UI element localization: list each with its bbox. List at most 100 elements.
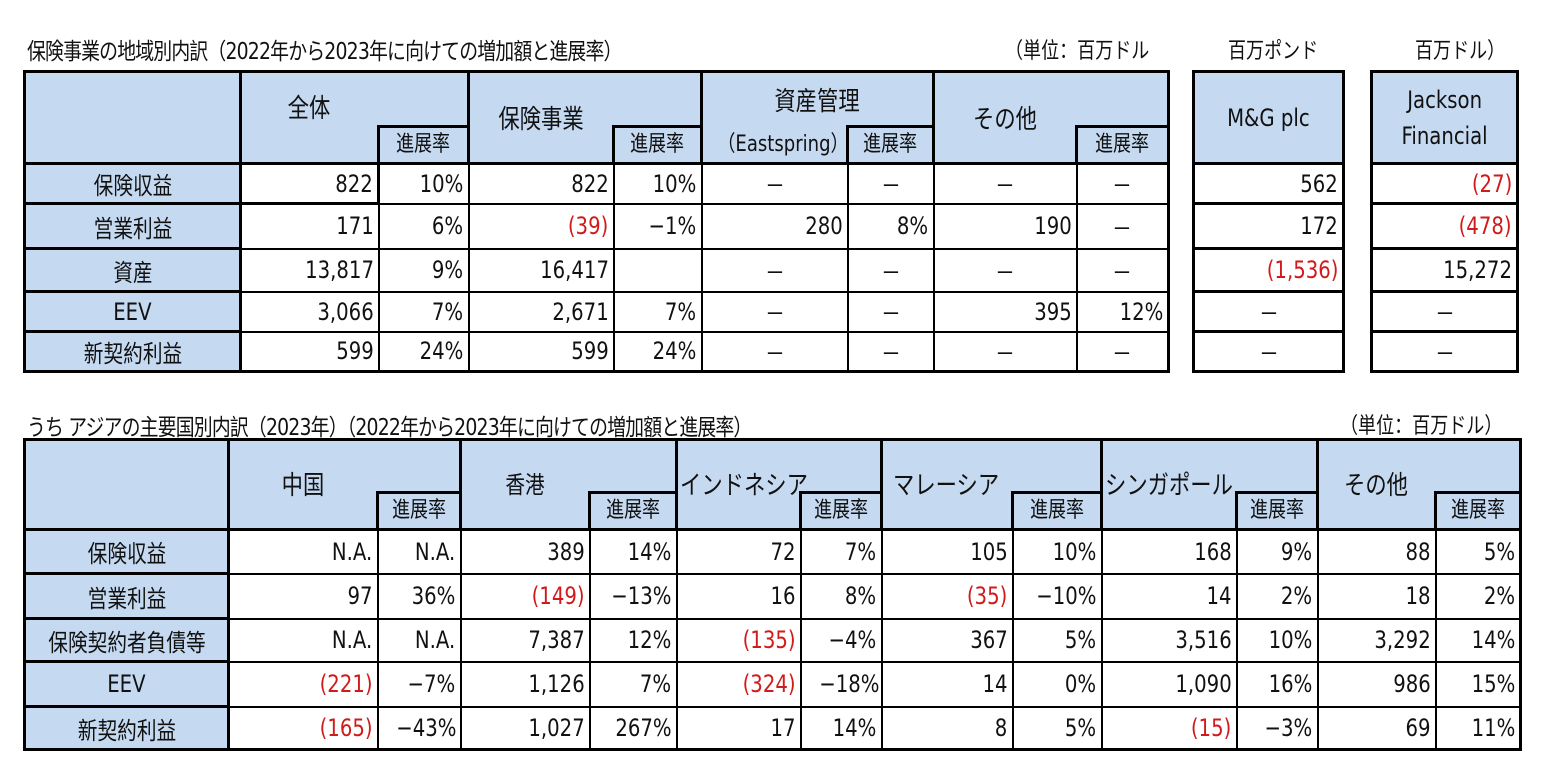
header-total-rate: 進展率 [396, 132, 451, 157]
cell-insurance: 16,417 [539, 256, 609, 284]
header-asset-mgmt: 資産管理 （Eastspring） 進展率 [700, 70, 935, 165]
cell-rate: 2% [1281, 582, 1313, 610]
header-total: 全体 進展率 [239, 70, 470, 165]
cell-rate: 8% [845, 582, 877, 610]
cell-other: － [995, 339, 1015, 368]
header-rate: 進展率 [391, 498, 447, 523]
cell-asset: 280 [804, 212, 843, 240]
header-country-label: その他 [1344, 471, 1409, 501]
header-country-label: 香港 [505, 471, 545, 499]
cell-value: 16 [770, 582, 796, 610]
table-row: 保険契約者負債等 N.A. N.A. 7,387 12% (135) −4% 3… [23, 617, 1522, 663]
cell-insurance-rate: 24% [652, 337, 697, 366]
cell-insurance-rate: 10% [652, 169, 697, 198]
cell-value: 97 [347, 582, 373, 610]
cell-rate: −43% [395, 713, 456, 742]
header-rate: 進展率 [813, 498, 869, 523]
row-label: EEV [113, 297, 152, 326]
cell-value: 168 [1193, 537, 1232, 566]
cell-rate: 9% [1281, 537, 1313, 566]
header-country: マレーシア 進展率 [880, 438, 1103, 531]
cell-value: 69 [1405, 713, 1431, 742]
cell-rate: 5% [1065, 626, 1097, 654]
cell-mg: 562 [1300, 169, 1338, 198]
row-label: 資産 [112, 258, 153, 287]
table-row: 営業利益 97 36% (149) −13% 16 8% (35) −10% 1… [23, 572, 1522, 620]
cell-rate: −18% [818, 670, 879, 698]
cell-total-rate: 10% [419, 169, 464, 198]
cell-rate: 0% [1065, 670, 1097, 698]
cell-value: (324) [742, 670, 796, 698]
table-row: 新契約利益 (165) −43% 1,027 267% 17 14% 8 5% … [23, 705, 1522, 751]
cell-jackson: (27) [1471, 169, 1512, 198]
cell-rate: 15% [1471, 670, 1515, 698]
table2-unit: （単位：百万ドル） [1340, 414, 1503, 439]
table-row: 172 [1192, 202, 1345, 250]
cell-total-rate: 24% [419, 337, 464, 366]
table-row: 562 [1192, 162, 1345, 205]
table2-title: うち アジアの主要国別内訳（2023年）（2022年から2023年に向けての増加… [27, 415, 752, 441]
table-row: － [1370, 290, 1519, 333]
cell-value: N.A. [332, 537, 373, 566]
cell-mg: － [1258, 340, 1279, 368]
cell-rate: 2% [1483, 582, 1515, 610]
cell-value: (35) [967, 582, 1008, 610]
cell-rate: 10% [1052, 537, 1097, 566]
header-country-label: 中国 [281, 471, 325, 501]
cell-value: (221) [319, 670, 373, 698]
cell-mg: － [1258, 300, 1279, 328]
header-rate: 進展率 [1450, 498, 1506, 523]
cell-other-rate: － [1112, 258, 1133, 287]
cell-asset: － [764, 258, 785, 287]
header-country: インドネシア 進展率 [675, 438, 883, 531]
cell-rate: 14% [627, 537, 672, 566]
cell-other-rate: － [1112, 172, 1133, 201]
cell-total: 13,817 [304, 256, 374, 284]
header-asset-rate: 進展率 [863, 132, 918, 157]
cell-other: 190 [1033, 212, 1072, 240]
row-label: 保険収益 [87, 540, 166, 568]
cell-value: 3,516 [1175, 626, 1232, 654]
table-row: (27) [1370, 162, 1519, 205]
header-rate: 進展率 [1029, 498, 1085, 523]
cell-rate: −13% [611, 582, 672, 610]
cell-other-rate: － [1112, 339, 1133, 368]
row-label: 営業利益 [87, 584, 166, 613]
mg-plc-table: M&G plc 562 172 (1,536) － － [1192, 70, 1345, 373]
cell-value: 1,126 [528, 670, 585, 698]
row-label: 新契約利益 [83, 340, 182, 368]
cell-value: 18 [1405, 582, 1431, 610]
header-insurance-rate: 進展率 [630, 132, 685, 157]
table-row: (478) [1370, 202, 1519, 250]
cell-value: (149) [531, 582, 585, 610]
header-eastspring-label: （Eastspring） [717, 132, 849, 157]
cell-value: 88 [1405, 537, 1431, 566]
cell-insurance: (39) [568, 212, 609, 240]
header-country-label: マレーシア [893, 471, 1000, 501]
table1-unit-usd: （単位：百万ドル [1005, 39, 1150, 64]
regional-breakdown-table: 全体 進展率 保険事業 進展率 資産管理 （Eastspring） 進展率 その… [23, 70, 1170, 373]
cell-asset: － [764, 172, 785, 201]
header-country: 中国 進展率 [227, 438, 462, 531]
cell-rate: 7% [640, 670, 672, 698]
table-row: 新契約利益 599 24% 599 24% － － － － [23, 330, 1170, 373]
cell-value: 1,027 [528, 713, 585, 742]
cell-value: 1,090 [1175, 670, 1232, 698]
table-row: － [1192, 330, 1345, 373]
asia-country-table: 中国 進展率 香港 進展率 インドネシア 進展率 マレーシア 進展率 シンガポー… [23, 438, 1522, 751]
header-country: 香港 進展率 [459, 438, 678, 531]
table-row: EEV (221) −7% 1,126 7% (324) −18% 14 0% … [23, 660, 1522, 708]
table-row: 保険収益 822 10% 822 10% － － － － [23, 162, 1170, 205]
table-row: － [1192, 290, 1345, 333]
cell-rate: 12% [627, 626, 672, 654]
cell-asset: － [764, 300, 785, 328]
cell-total: 599 [335, 337, 374, 366]
cell-rate: 14% [832, 713, 877, 742]
table-row: EEV 3,066 7% 2,671 7% － － 395 12% [23, 290, 1170, 333]
table1-unit-usd-jackson: 百万ドル） [1415, 39, 1506, 64]
header-country-label: インドネシア [680, 471, 808, 501]
header-country: その他 進展率 [1316, 438, 1522, 531]
row-label: EEV [107, 670, 146, 698]
cell-total: 171 [335, 212, 374, 241]
cell-value: 14 [1206, 582, 1232, 610]
